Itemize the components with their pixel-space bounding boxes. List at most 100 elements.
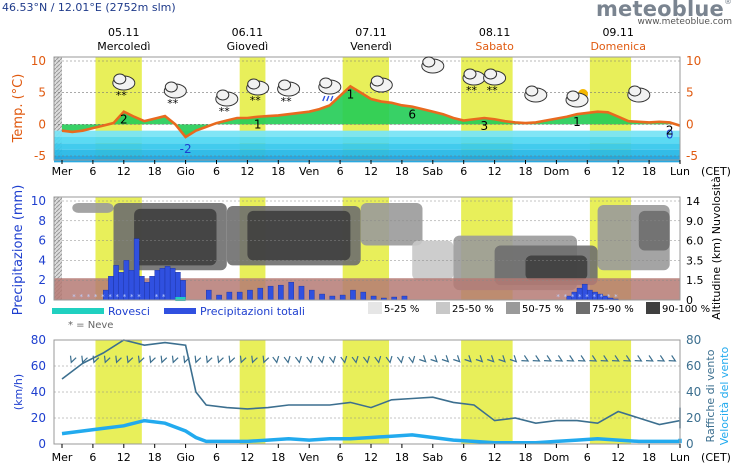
wind-direction-arrow [362,355,370,364]
wind-direction-arrow [419,355,427,363]
brand-url: www.meteoblue.com [637,17,732,27]
snow-mark: * [155,293,159,301]
altitude-tick-label: 6.0 [686,235,704,248]
day-date-label: 08.11 [479,26,511,39]
temp-value-label: 0 [666,127,674,141]
temp-y2-tick-label: -5 [686,149,698,163]
cloud-puff [319,77,333,89]
snow-mark: * [592,293,596,301]
time-axis-label: Sab [422,451,443,464]
precip-y-tick-label: 6 [38,234,46,248]
snow-mark: * [614,293,618,301]
wind-direction-arrow [396,355,404,364]
snow-flakes: ** [116,89,128,102]
snow-mark: * [571,293,575,301]
time-axis-label: 18 [395,165,409,178]
precip-bar [216,294,222,301]
wind-direction-arrow [566,355,575,362]
precip-bar [370,295,377,301]
time-axis-label: 12 [117,451,131,464]
cloud-icon [524,85,548,103]
wind-axis-title: (km/h) [12,374,25,410]
day-name-label: Domenica [590,40,646,53]
cloud-legend-label: 90-100 % [662,304,710,315]
wind-direction-arrow [306,355,314,364]
wind-direction-arrow [521,355,530,362]
snow-mark: * [108,293,112,301]
cloud-layer [72,202,114,213]
time-axis-label: 18 [642,451,656,464]
time-axis-label: 6 [213,451,220,464]
wind-y2-tick-label: 20 [686,411,701,425]
time-axis-label: 6 [584,451,591,464]
wind-direction-arrow [171,355,179,364]
precip-bar [278,284,284,301]
time-axis-label: 18 [271,165,285,178]
wind-direction-arrow [115,355,122,364]
time-axis-label: 18 [271,451,285,464]
wind-direction-arrow [668,355,677,362]
cloud-legend-label: 50-75 % [522,304,564,315]
past-hatch-1 [54,57,62,160]
cloud-puff [278,79,292,91]
cloud-puff [216,89,230,101]
time-axis-label: 12 [240,451,254,464]
wind-speed-line [61,418,682,445]
time-axis-label: 12 [488,451,502,464]
cloud-legend-swatch [646,302,660,314]
snow-mark: * [162,293,166,301]
time-axis-label: 6 [89,165,96,178]
cloud-puff [113,73,127,85]
temp-y-tick-label: 5 [38,86,46,100]
snow-cloud-icon: ** [112,73,136,102]
wind-direction-arrow [340,355,348,364]
cloud-legend-swatch [506,302,520,314]
precip-bar [169,268,176,301]
wind-direction-arrow [657,355,666,362]
precip-y-tick-label: 8 [38,214,46,228]
brand-logo[interactable]: meteoblue® www.meteoblue.com [596,0,732,27]
cloud-legend-label: 25-50 % [452,304,494,315]
brand-name: meteoblue [595,0,724,21]
snow-mark: * [130,293,134,301]
temp-value-label: 1 [347,87,355,101]
precip-y-tick-label: 2 [38,273,46,287]
wind-y-tick-label: 0 [38,437,46,451]
snow-cloud-icon: ** [277,79,301,108]
cloud-icon [627,85,651,103]
rain-drop [326,95,330,102]
cloud-puff [370,75,384,87]
precip-bar [247,289,253,301]
wind-direction-arrow [441,355,450,363]
temp-panel-frame [53,56,681,161]
cloud-legend-swatch [576,302,590,314]
time-axis-label: Lun [670,165,690,178]
wind-direction-arrow [555,355,564,362]
legend-showers-label: Rovesci [108,305,150,318]
timezone-label: (CET) [701,165,731,178]
wind-direction-arrow [92,355,100,364]
snow-cloud-icon: ** [215,89,239,118]
shower-bar [175,297,186,302]
time-axis-label: Mer [52,451,73,464]
time-axis-label: 18 [519,165,533,178]
precip-bar [236,291,243,301]
cloud-icon [369,75,393,93]
wind-direction-arrow [228,355,236,364]
precip-bar [133,238,140,301]
wind-direction-arrow [217,355,224,364]
snow-cloud-icon: ** [246,78,270,107]
time-axis-label: 6 [337,165,344,178]
wind-direction-arrow [475,355,484,363]
cloud-legend-label: 5-25 % [384,304,419,315]
precip-bar [267,285,274,301]
snow-mark: * [607,293,611,301]
precip-bar [257,287,264,301]
wind-direction-arrow [544,355,552,362]
wind-direction-arrow [351,355,359,364]
wind-y2-tick-label: 60 [686,359,701,373]
temp-y-tick-label: 10 [31,54,46,68]
time-axis-label: 18 [148,165,162,178]
cloud-icon [421,56,445,74]
